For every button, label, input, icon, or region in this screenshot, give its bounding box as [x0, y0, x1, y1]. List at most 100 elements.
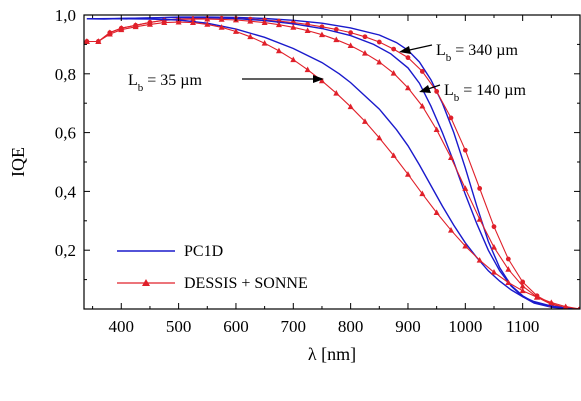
point-dessis-lb140-9 — [204, 15, 211, 22]
point-dessis-lb35-17 — [318, 77, 325, 84]
point-dessis-lb140-14 — [275, 21, 282, 28]
x-tick-label-900: 900 — [395, 317, 421, 336]
series-line-pc1d-lb140 — [86, 16, 580, 309]
point-dessis-lb35-28 — [476, 256, 483, 263]
x-tick-label-700: 700 — [281, 317, 307, 336]
point-dessis-lb35-10 — [218, 24, 225, 30]
annotation-lb-140: Lb = 140 µm — [419, 82, 527, 104]
point-dessis-lb35-30 — [505, 279, 512, 285]
point-dessis-lb340-30 — [505, 256, 511, 262]
point-dessis-lb35-22 — [390, 152, 397, 158]
annotation-lb-35-label: Lb = 35 µm — [128, 72, 203, 94]
annotation-lb-340: Lb = 340 µm — [399, 42, 519, 64]
y-tick-label-4: 1,0 — [55, 6, 76, 25]
point-dessis-lb35-4 — [132, 23, 139, 30]
point-dessis-lb140-28 — [476, 216, 483, 222]
point-dessis-lb35-14 — [275, 47, 282, 54]
point-dessis-lb340-24 — [419, 69, 425, 74]
x-tick-label-1000: 1000 — [448, 317, 482, 336]
legend-label-dessis: DESSIS + SONNE — [184, 275, 308, 292]
point-dessis-lb35-0 — [84, 38, 90, 44]
point-dessis-lb340-23 — [405, 55, 411, 61]
series-clip-group — [84, 15, 580, 309]
x-tick-label-600: 600 — [223, 317, 249, 336]
point-dessis-lb35-16 — [304, 66, 311, 73]
point-dessis-lb35-2 — [106, 30, 113, 37]
point-dessis-lb340-21 — [376, 39, 382, 45]
point-dessis-lb140-18 — [333, 36, 340, 43]
point-dessis-lb140-10 — [218, 16, 225, 22]
point-dessis-lb140-25 — [433, 126, 440, 133]
point-dessis-lb140-31 — [519, 282, 526, 289]
y-tick-label-0: 0,2 — [55, 241, 76, 260]
point-dessis-lb340-26 — [448, 115, 454, 121]
annotation-lb-35-arrowhead — [313, 75, 324, 83]
point-dessis-lb35-27 — [462, 242, 469, 249]
point-dessis-lb35-21 — [376, 134, 383, 141]
point-dessis-lb140-27 — [462, 185, 469, 191]
point-dessis-lb140-15 — [290, 24, 297, 30]
point-dessis-lb340-29 — [491, 224, 497, 230]
point-dessis-lb35-26 — [447, 227, 454, 233]
point-dessis-lb35-3 — [118, 26, 125, 33]
y-tick-label-1: 0,4 — [55, 182, 77, 201]
tick-labels-layer: 400 500 600 700 800 900 1000 1100 0,2 0,4 0,6 0,8 1,… — [55, 6, 540, 336]
x-tick-label-500: 500 — [166, 317, 192, 336]
point-dessis-lb140-20 — [361, 50, 368, 56]
point-dessis-lb35-33 — [548, 299, 555, 305]
point-dessis-lb340-20 — [362, 34, 368, 40]
annotation-lb-140-label: Lb = 140 µm — [444, 82, 527, 104]
point-dessis-lb35-12 — [247, 33, 254, 40]
series-line-dessis-lb140 — [86, 18, 580, 309]
annotation-lb-340-arrowhead — [399, 46, 411, 54]
legend-label-pc1d: PC1D — [184, 243, 223, 260]
legend: PC1D DESSIS + SONNE — [117, 243, 308, 292]
point-dessis-lb140-8 — [189, 15, 196, 22]
point-dessis-lb140-23 — [404, 84, 411, 91]
point-dessis-lb35-31 — [519, 287, 526, 294]
point-dessis-lb140-30 — [505, 266, 512, 272]
point-dessis-lb35-32 — [533, 294, 540, 300]
point-dessis-lb35-29 — [490, 269, 497, 275]
point-dessis-lb35-11 — [232, 28, 239, 34]
point-dessis-lb35-6 — [161, 19, 168, 26]
point-dessis-lb35-8 — [189, 19, 196, 26]
point-dessis-lb35-23 — [404, 171, 411, 177]
annotation-lb-340-label: Lb = 340 µm — [436, 42, 519, 64]
y-tick-label-2: 0,6 — [55, 124, 76, 143]
point-dessis-lb140-16 — [304, 27, 311, 33]
point-dessis-lb140-22 — [390, 70, 397, 76]
x-tick-label-400: 400 — [109, 317, 135, 336]
point-dessis-lb35-15 — [290, 56, 297, 63]
point-dessis-lb140-12 — [247, 17, 254, 24]
ticks-layer — [84, 14, 580, 309]
point-dessis-lb140-17 — [318, 31, 325, 38]
point-dessis-lb340-28 — [477, 186, 483, 191]
point-dessis-lb35-7 — [175, 18, 182, 25]
legend-swatch-dessis-marker — [142, 279, 150, 286]
y-axis-label: IQE — [8, 147, 28, 177]
point-dessis-lb35-1 — [95, 38, 102, 44]
point-dessis-lb35-9 — [204, 21, 211, 27]
point-dessis-lb35-34 — [562, 303, 569, 309]
point-dessis-lb35-24 — [419, 190, 426, 197]
point-dessis-lb340-22 — [391, 46, 397, 52]
x-axis-label: λ [nm] — [308, 344, 356, 364]
series-layer — [84, 15, 580, 309]
point-dessis-lb340-18 — [333, 27, 339, 32]
y-tick-label-3: 0,8 — [55, 65, 76, 84]
point-dessis-lb35-18 — [333, 90, 340, 96]
annotation-lb-140-arrowhead — [419, 85, 431, 93]
point-dessis-lb140-21 — [376, 58, 383, 65]
point-dessis-lb35-13 — [261, 40, 268, 46]
annotation-lb-35: Lb = 35 µm — [128, 72, 324, 94]
point-dessis-lb140-26 — [447, 154, 454, 160]
point-dessis-lb340-27 — [462, 147, 468, 153]
point-dessis-lb340-19 — [348, 30, 354, 36]
point-dessis-lb140-19 — [347, 42, 354, 48]
x-tick-label-800: 800 — [338, 317, 364, 336]
point-dessis-lb35-20 — [361, 118, 368, 124]
point-dessis-lb35-19 — [347, 103, 354, 110]
